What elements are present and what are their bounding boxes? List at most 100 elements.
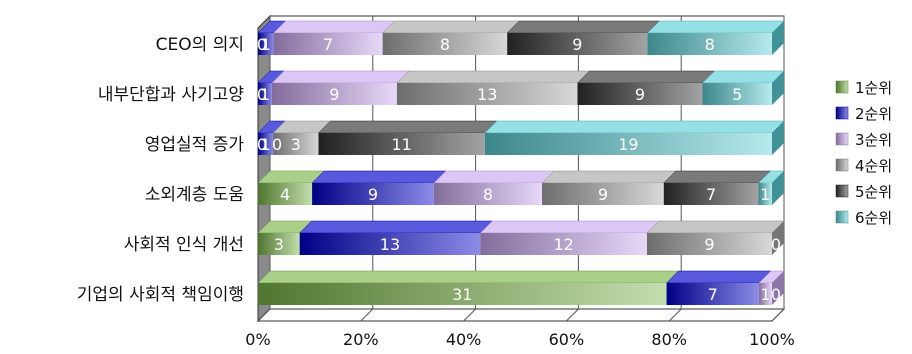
floor [256,308,786,322]
data-label: 0 [257,35,267,54]
data-label: 0 [771,285,781,304]
bar-row: 01 7 8 9 8 [257,20,785,55]
bar-segment [382,33,508,55]
bar-end-face [772,221,784,255]
bar-end-face [772,71,784,105]
gridline-floor [566,308,579,322]
data-label: 3 [274,235,284,254]
bar-segment [433,183,543,205]
bar-segment [666,283,759,305]
bar-top-face [646,220,785,234]
bar-segment [507,33,648,55]
data-label: 9 [598,185,608,204]
bar-top-face [299,220,493,234]
bar-top-face [479,220,660,234]
bar-segment [258,83,272,105]
data-label: 8 [483,185,493,204]
bar-top-face [506,20,660,34]
bar-segment [258,33,274,55]
back-wall [269,15,785,310]
bar-segment [271,83,397,105]
category-label: 내부단합과 사기고양 [98,85,244,105]
data-label: 3 [291,135,301,154]
bar-segment [702,83,772,105]
data-label: 8 [705,35,715,54]
bar-end-face [772,271,784,305]
bar-segment [396,83,578,105]
legend-swatch [835,184,849,198]
gridline-floor [257,308,271,322]
legend-label: 3순위 [855,131,892,149]
bar-segment [258,183,313,205]
data-label: 4 [280,185,290,204]
bar-top-face [433,170,555,184]
category-label: 사회적 인식 개선 [124,235,244,255]
bar-top-face [663,170,772,184]
bar-row: 31 7 1 0 [257,270,785,305]
bars: 01 7 8 9 801 9 13 9 501 0 3 11 194 9 8 9 7 13 13 12 9 031 7 1 0 [257,20,785,305]
bar-segment [484,133,772,155]
bar-row: 01 9 13 9 5 [257,70,785,105]
x-tick-label: 0% [245,330,270,349]
bar-row: 01 0 3 11 19 [257,120,785,155]
gridline-floor [463,308,476,322]
bar-top-face [311,170,447,184]
bar-top-face [701,70,785,84]
data-label: 19 [618,135,638,154]
legend-label: 4순위 [855,157,892,175]
data-label: 13 [477,85,497,104]
gridlines [257,16,785,322]
data-label: 5 [732,85,742,104]
data-label: 13 [380,235,400,254]
bar-top-face [271,70,410,84]
data-label: 1 [260,85,270,104]
gridline-floor [360,308,374,322]
bar-end-face [772,21,784,55]
gridline-floor [668,308,682,322]
data-label: 9 [368,185,378,204]
bar-segment [542,183,664,205]
bar-segment [258,233,300,255]
legend-label: 5순위 [855,183,892,201]
bar-segment [647,33,772,55]
legend-swatch [835,132,849,146]
data-label: 0 [771,235,781,254]
category-label: 영업실적 증가 [145,135,245,155]
x-tick-label: 100% [749,330,795,349]
x-tick-label: 40% [446,330,482,349]
bar-segment [577,83,703,105]
x-tick-label: 60% [549,330,585,349]
legend-swatch [835,106,849,120]
data-label: 7 [323,35,333,54]
bar-top-face [317,120,498,134]
data-label: 0 [257,135,267,154]
data-label: 9 [329,85,339,104]
data-label: 9 [704,235,714,254]
legend-item: 2순위 [835,105,892,123]
legend-item: 5순위 [835,183,892,201]
category-label: CEO의 의지 [156,35,244,55]
x-tick-label: 80% [651,330,687,349]
data-label: 1 [260,135,270,154]
bar-segment [480,233,647,255]
chart-walls [256,14,786,323]
data-label: 7 [706,185,716,204]
bar-top-face [576,70,716,84]
data-label: 1 [760,185,770,204]
data-label: 12 [553,235,573,254]
category-label: 소외계층 도움 [145,185,244,205]
bar-top-face [382,20,520,34]
bar-segment [758,183,772,205]
x-tick-label: 20% [343,330,379,349]
data-label: 0 [272,135,282,154]
data-label: 9 [635,85,645,104]
bar-segment [318,133,485,155]
legend-label: 2순위 [855,105,892,123]
bar-segment [299,233,481,255]
legend: 1순위 2순위 3순위 4순위 5순위 6순위 [835,79,892,227]
legend-swatch [835,210,849,224]
data-label: 7 [708,285,718,304]
bar-top-face [484,120,785,134]
